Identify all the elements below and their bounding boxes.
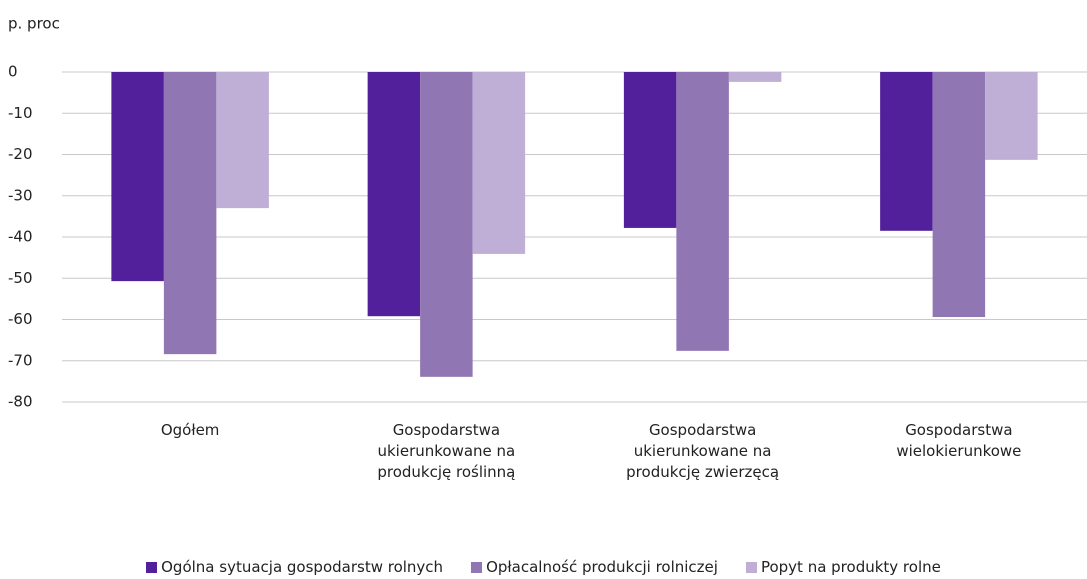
y-tick-label: -30	[8, 186, 33, 204]
legend-swatch	[146, 561, 158, 573]
y-tick-label: -40	[8, 228, 33, 246]
y-tick-label: -20	[8, 145, 33, 163]
legend-item: Ogólna sytuacja gospodarstw rolnych	[146, 558, 443, 576]
bar	[111, 72, 164, 282]
x-tick-label: Gospodarstwa ukierunkowane na produkcję …	[626, 421, 780, 481]
bar	[163, 72, 217, 355]
bar	[676, 72, 729, 351]
x-tick-label: Gospodarstwa ukierunkowane na produkcję …	[377, 421, 516, 481]
legend-swatch	[471, 561, 483, 573]
bar	[216, 72, 269, 209]
legend-swatch	[745, 561, 757, 573]
legend-label: Popyt na produkty rolne	[760, 558, 941, 576]
legend-item: Opłacalność produkcji rolniczej	[471, 558, 718, 576]
y-tick-label: -80	[8, 393, 33, 411]
legend-label: Ogólna sytuacja gospodarstw rolnych	[161, 558, 444, 576]
legend-label: Opłacalność produkcji rolniczej	[486, 558, 718, 576]
y-tick-label: -70	[8, 351, 33, 369]
x-tick-label: Ogółem	[160, 421, 220, 439]
bar	[728, 72, 782, 82]
y-tick-label: -60	[8, 310, 33, 328]
bar	[880, 72, 933, 231]
bar	[472, 72, 526, 254]
bar	[985, 72, 1038, 160]
y-tick-label: -10	[8, 104, 33, 122]
bar	[367, 72, 421, 317]
y-tick-label: 0	[8, 63, 18, 81]
y-tick-label: -50	[8, 269, 33, 287]
legend: Ogólna sytuacja gospodarstw rolnych Opłac…	[0, 558, 1087, 576]
y-axis-label: p. proc	[8, 15, 60, 33]
x-tick-label: Gospodarstwa wielokierunkowe	[896, 421, 1022, 460]
legend-item: Popyt na produkty rolne	[745, 558, 941, 576]
bar	[420, 72, 473, 377]
bar	[932, 72, 986, 318]
bar	[623, 72, 677, 228]
